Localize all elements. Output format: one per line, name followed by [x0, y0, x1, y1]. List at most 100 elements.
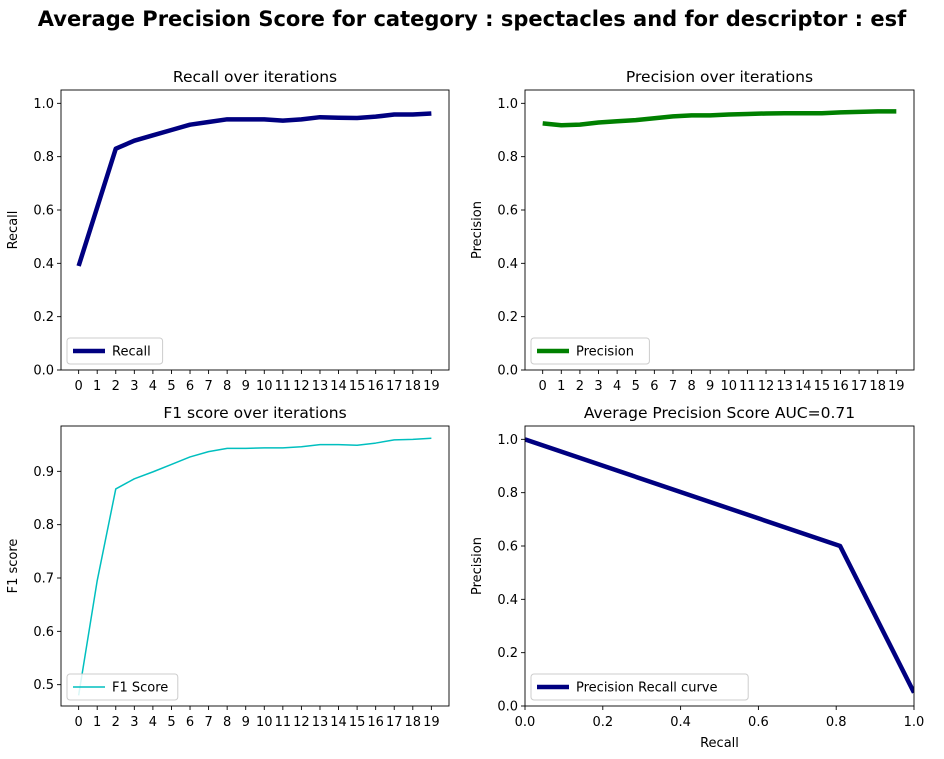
x-tick-label: 19	[423, 379, 440, 394]
x-tick-label: 9	[242, 379, 250, 394]
legend-label: F1 Score	[112, 681, 168, 696]
x-tick-label: 0.0	[515, 715, 536, 730]
x-tick-label: 11	[275, 379, 292, 394]
x-tick-label: 14	[330, 715, 347, 730]
x-tick-label: 3	[130, 715, 138, 730]
x-tick-label: 1	[93, 715, 101, 730]
y-tick-label: 0.5	[33, 678, 54, 693]
legend-label: Precision	[576, 345, 634, 360]
x-tick-label: 9	[242, 715, 250, 730]
x-tick-label: 18	[405, 715, 422, 730]
x-axis-label: Recall	[700, 736, 739, 751]
pr-curve-panel: Average Precision Score AUC=0.71 0.0 0.2 0.…	[470, 404, 924, 751]
x-tick-label: 2	[112, 715, 120, 730]
x-tick-label: 19	[423, 715, 440, 730]
legend-label: Precision Recall curve	[576, 681, 717, 696]
x-tick-label: 13	[776, 379, 793, 394]
axes-frame	[524, 425, 915, 707]
x-tick-label: 0.6	[748, 715, 769, 730]
x-tick-label: 5	[632, 379, 640, 394]
x-tick-label: 3	[130, 379, 138, 394]
x-tick-label: 7	[669, 379, 677, 394]
x-tick-label: 8	[223, 379, 231, 394]
y-tick-label: 0.4	[497, 593, 518, 608]
x-tick-label: 0.4	[670, 715, 691, 730]
x-tick-label: 7	[204, 715, 212, 730]
x-tick-label: 18	[405, 379, 422, 394]
x-tick-label: 3	[594, 379, 602, 394]
x-tick-label: 6	[186, 715, 194, 730]
x-tick-label: 1	[557, 379, 565, 394]
legend-box	[530, 337, 650, 365]
x-tick-label: 15	[349, 379, 366, 394]
x-tick-label: 4	[149, 715, 157, 730]
x-tick-label: 0	[74, 379, 82, 394]
x-tick-label: 10	[256, 379, 273, 394]
x-tick-label: 8	[223, 715, 231, 730]
x-tick-label: 13	[312, 379, 329, 394]
y-tick-label: 0.6	[33, 625, 54, 640]
panel-title: F1 score over iterations	[163, 404, 346, 422]
series-line	[76, 111, 432, 267]
x-tick-label: 0	[539, 379, 547, 394]
y-tick-label: 0.8	[497, 486, 518, 501]
x-tick-label: 0.2	[592, 715, 613, 730]
x-tick-label: 16	[367, 379, 384, 394]
x-tick-label: 9	[706, 379, 714, 394]
axes-frame	[60, 425, 450, 707]
panel-title: Recall over iterations	[173, 68, 337, 86]
x-tick-label: 10	[256, 715, 273, 730]
x-tick-label: 2	[576, 379, 584, 394]
x-tick-label: 4	[149, 379, 157, 394]
x-tick-label: 6	[186, 379, 194, 394]
legend: Precision	[530, 337, 650, 365]
y-tick-label: 0.2	[497, 310, 518, 325]
y-tick-label: 0.6	[497, 540, 518, 555]
x-tick-label: 17	[851, 379, 868, 394]
x-tick-label: 13	[312, 715, 329, 730]
x-tick-label: 5	[167, 715, 175, 730]
x-tick-label: 5	[167, 379, 175, 394]
legend-box	[66, 673, 179, 701]
y-axis-label: Precision	[470, 201, 485, 259]
legend-box	[66, 337, 164, 365]
y-tick-label: 1.0	[33, 97, 54, 112]
x-tick-label: 12	[293, 715, 310, 730]
y-tick-label: 0.4	[33, 257, 54, 272]
panel-title: Precision over iterations	[626, 68, 813, 86]
legend: Precision Recall curve	[530, 673, 749, 701]
series-line	[525, 437, 914, 694]
series-line	[77, 437, 432, 696]
y-axis-label: Recall	[6, 211, 21, 250]
x-tick-label: 12	[758, 379, 775, 394]
legend: Recall	[66, 337, 164, 365]
x-tick-label: 15	[814, 379, 831, 394]
y-tick-label: 0.8	[33, 150, 54, 165]
x-tick-label: 12	[293, 379, 310, 394]
y-tick-label: 0.4	[497, 257, 518, 272]
x-tick-label: 11	[275, 715, 292, 730]
y-tick-label: 0.0	[497, 364, 518, 379]
y-tick-label: 0.6	[33, 204, 54, 219]
y-tick-label: 0.7	[33, 572, 54, 587]
x-tick-label: 15	[349, 715, 366, 730]
axes-frame	[524, 89, 915, 371]
y-tick-label: 0.2	[497, 646, 518, 661]
x-tick-label: 0.8	[826, 715, 847, 730]
x-tick-label: 18	[869, 379, 886, 394]
x-tick-label: 14	[330, 379, 347, 394]
x-tick-label: 1	[93, 379, 101, 394]
y-tick-label: 0.0	[497, 700, 518, 715]
y-tick-label: 0.6	[497, 204, 518, 219]
y-tick-label: 0.2	[33, 310, 54, 325]
x-tick-label: 1.0	[904, 715, 925, 730]
x-tick-label: 19	[888, 379, 905, 394]
y-tick-label: 1.0	[497, 433, 518, 448]
x-tick-label: 16	[832, 379, 849, 394]
x-tick-label: 7	[204, 379, 212, 394]
x-tick-label: 0	[74, 715, 82, 730]
